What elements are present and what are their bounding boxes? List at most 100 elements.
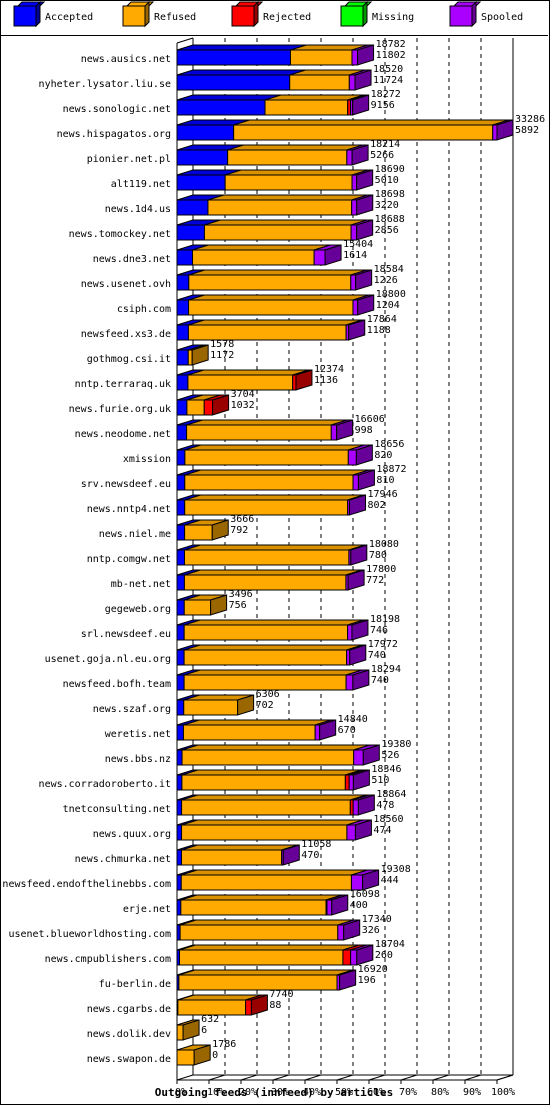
bar-group xyxy=(176,469,375,491)
accepted-value-label: 5010 xyxy=(375,175,399,186)
category-label: news.neodome.net xyxy=(75,429,171,440)
bar-group xyxy=(176,844,300,866)
bar-group xyxy=(176,44,375,66)
legend-item-accepted: Accepted xyxy=(13,0,93,28)
bar-segment-accepted xyxy=(176,49,291,66)
offered-value-label: 19308 xyxy=(381,864,411,875)
bar-group xyxy=(176,1019,200,1041)
offered-value-label: 1786 xyxy=(212,1039,236,1050)
tick-diagonal xyxy=(432,1074,450,1081)
category-label: news.dolik.dev xyxy=(87,1029,171,1040)
category-label: news.cgarbs.de xyxy=(87,1004,171,1015)
bar-segment-refused-top xyxy=(186,419,348,426)
bar-group xyxy=(176,319,366,341)
bar-group xyxy=(176,819,372,841)
accepted-value-label: 5266 xyxy=(370,150,394,161)
bar-segment-refused-top xyxy=(180,894,343,901)
offered-value-label: 11058 xyxy=(301,839,331,850)
legend-label: Refused xyxy=(154,12,196,23)
category-label: newsfeed.endofthelinebbs.com xyxy=(2,879,171,890)
bar-segment-refused xyxy=(264,99,349,116)
bar-side xyxy=(351,144,369,166)
bar-group xyxy=(176,794,375,816)
bar-segment-spooled xyxy=(348,774,354,791)
bar-segment-refused xyxy=(182,724,316,741)
category-label: tnetconsulting.net xyxy=(63,804,171,815)
bar-segment-accepted xyxy=(176,74,291,91)
accepted-value-label: 196 xyxy=(358,975,376,986)
offered-value-label: 18272 xyxy=(371,89,401,100)
accepted-value-label: 820 xyxy=(374,450,392,461)
bar-group xyxy=(176,569,365,591)
offered-value-label: 16920 xyxy=(358,964,388,975)
accepted-value-label: 1226 xyxy=(374,275,398,286)
bar-side xyxy=(191,344,209,366)
category-label: nntp.terraraq.uk xyxy=(75,379,171,390)
bar-segment-spooled xyxy=(351,174,358,191)
bar-segment-accepted xyxy=(176,249,194,266)
accepted-value-label: 444 xyxy=(381,875,399,886)
category-label: newsfeed.bofh.team xyxy=(63,679,171,690)
bar-segment-refused-top xyxy=(181,869,368,876)
bar-segment-accepted-top xyxy=(176,44,307,51)
x-axis: 0% 10% 20% 30% 40% 50% 60% 70% 80% 90% 100% xyxy=(175,1074,515,1098)
accepted-value-label: 702 xyxy=(256,700,274,711)
bar-segment-accepted xyxy=(176,224,205,241)
bar-segment-spooled xyxy=(350,274,357,291)
offered-value-label: 18690 xyxy=(375,164,405,175)
bar-segment-accepted xyxy=(176,274,190,291)
category-label: news.furie.org.uk xyxy=(69,404,171,415)
legend-swatch-side xyxy=(144,0,150,28)
bar-segment-accepted xyxy=(176,174,226,191)
bar-group xyxy=(176,419,354,441)
bar-segment-refused xyxy=(227,149,348,166)
category-label: news.hispagatos.org xyxy=(57,129,171,140)
x-tick-label: 100% xyxy=(491,1087,515,1098)
bar-segment-accepted xyxy=(176,474,186,491)
offered-value-label: 12374 xyxy=(314,364,344,375)
bar-segment-accepted xyxy=(176,199,209,216)
bar-group xyxy=(176,94,370,116)
bar-segment-accepted xyxy=(176,724,184,741)
accepted-value-label: 11724 xyxy=(373,75,403,86)
bar-segment-rejected xyxy=(342,949,352,966)
bar-side xyxy=(357,469,375,491)
x-tick-label: 70% xyxy=(399,1087,417,1098)
bar-segment-accepted xyxy=(176,324,189,341)
offered-value-label: 33286 xyxy=(515,114,545,125)
bar-side xyxy=(362,744,380,766)
bar-segment-accepted xyxy=(176,574,185,591)
legend-item-refused: Refused xyxy=(122,0,196,28)
bar-group xyxy=(176,644,367,666)
bar-segment-refused-top xyxy=(227,144,363,151)
legend-item-spooled: Spooled xyxy=(449,0,523,28)
category-label: news.swapon.de xyxy=(87,1054,171,1065)
bar-segment-refused xyxy=(181,774,346,791)
bar-side xyxy=(182,1019,200,1041)
bar-segment-refused-top xyxy=(178,969,354,976)
bar-segment-refused xyxy=(183,674,347,691)
bar-segment-refused-top xyxy=(181,744,370,751)
bar-segment-spooled xyxy=(313,249,326,266)
bar-segment-spooled xyxy=(326,899,333,916)
accepted-value-label: 470 xyxy=(301,850,319,861)
bar-segment-refused xyxy=(186,399,205,416)
bar-segment-refused xyxy=(181,824,348,841)
bar-side xyxy=(339,969,357,991)
bar-segment-refused xyxy=(186,424,332,441)
accepted-value-label: 526 xyxy=(381,750,399,761)
bar-segment-refused-top xyxy=(183,644,363,651)
category-label: gothmog.csi.it xyxy=(87,354,171,365)
accepted-value-label: 802 xyxy=(368,500,386,511)
bar-segment-refused xyxy=(184,524,213,541)
category-label: xmission xyxy=(123,454,171,465)
tick-diagonal xyxy=(368,1074,386,1081)
bar-side xyxy=(351,619,369,641)
bar-segment-spooled xyxy=(350,949,358,966)
bar-segment-refused xyxy=(176,1024,184,1041)
bar-segment-refused xyxy=(180,874,352,891)
bar-side xyxy=(354,819,372,841)
tick-diagonal xyxy=(272,1074,290,1081)
bar-segment-refused-top xyxy=(183,669,363,676)
